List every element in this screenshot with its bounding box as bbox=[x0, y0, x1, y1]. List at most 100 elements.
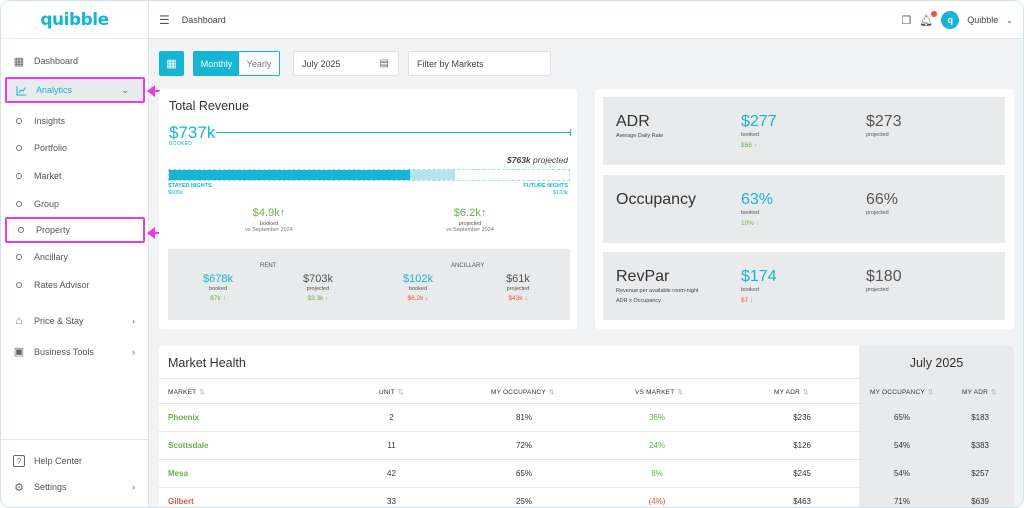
kpi-adr: ADR Average Daily Rate $277 booked $66 ↑… bbox=[603, 97, 1005, 165]
unit-cell: 11 bbox=[387, 441, 396, 450]
sidebar-nav: ▦ Dashboard Analytics ⌄ Insights Portfol… bbox=[1, 47, 149, 299]
stayed-nights-bar bbox=[169, 170, 411, 180]
sidebar-subitem-ancillary[interactable]: Ancillary bbox=[1, 243, 149, 271]
chevron-down-icon[interactable]: ⌄ bbox=[1006, 15, 1013, 25]
occupancy-cell: 25% bbox=[515, 497, 532, 506]
home-dollar-icon: ⌂ bbox=[15, 314, 23, 327]
arrow-up-icon: ↑ bbox=[480, 207, 487, 219]
calendar-icon: ▦ bbox=[166, 58, 177, 70]
sidebar-item-help-center[interactable]: ? Help Center bbox=[1, 448, 149, 474]
sort-icon: ⇅ bbox=[803, 389, 809, 396]
sidebar-nav-more: ⌂ Price & Stay › ▣ Business Tools › bbox=[1, 305, 149, 367]
side-occupancy-cell: 54% bbox=[893, 469, 910, 478]
sidebar-item-analytics[interactable]: Analytics ⌄ bbox=[5, 77, 145, 103]
calendar-icon: ▤ bbox=[379, 58, 389, 69]
col-header-vs-market[interactable]: VS MARKET ⇅ bbox=[635, 389, 684, 396]
market-name-cell[interactable]: Gilbert bbox=[168, 497, 194, 506]
date-picker[interactable]: July 2025 ▤ bbox=[293, 51, 399, 76]
user-name[interactable]: Quibble bbox=[967, 15, 999, 25]
kpi-booked: 63% booked 10% ↑ bbox=[741, 191, 774, 227]
col-header-side-adr[interactable]: MY ADR ⇅ bbox=[962, 389, 997, 396]
kpi-projected: $180 projected bbox=[866, 268, 902, 293]
sidebar-subitem-rates-advisor[interactable]: Rates Advisor bbox=[1, 271, 149, 299]
sidebar-subitem-group[interactable]: Group bbox=[1, 190, 149, 218]
gear-icon: ⚙ bbox=[14, 481, 24, 494]
circle-icon bbox=[16, 172, 22, 179]
menu-collapse-icon[interactable]: ☰ bbox=[159, 12, 170, 27]
kpi-booked: $277 booked $66 ↑ bbox=[741, 113, 777, 149]
kpi-card: ADR Average Daily Rate $277 booked $66 ↑… bbox=[595, 89, 1014, 329]
sidebar-item-price-stay[interactable]: ⌂ Price & Stay › bbox=[1, 305, 149, 336]
circle-icon bbox=[16, 145, 22, 152]
occupancy-cell: 81% bbox=[515, 413, 532, 422]
arrow-down-icon: ↓ bbox=[750, 297, 754, 304]
arrow-up-icon: ↑ bbox=[279, 207, 286, 219]
kpi-booked: $174 booked $7 ↓ bbox=[741, 268, 777, 304]
period-yearly-button[interactable]: Yearly bbox=[239, 52, 279, 75]
clipboard-icon[interactable]: ❐ bbox=[901, 14, 912, 27]
bell-icon[interactable]: 🔔︎ bbox=[919, 10, 938, 27]
sidebar-subitem-insights[interactable]: Insights bbox=[1, 107, 149, 135]
total-revenue-booked: $737k BOOKED bbox=[169, 123, 216, 147]
period-toggle: Monthly Yearly bbox=[193, 51, 280, 76]
sidebar-subitem-market[interactable]: Market bbox=[1, 162, 149, 190]
breadcrumb: Dashboard bbox=[181, 14, 226, 25]
stayed-nights-value: $605k bbox=[168, 190, 183, 196]
sidebar-subitem-property[interactable]: Property bbox=[5, 217, 145, 244]
top-bar: ☰ Dashboard ❐ 🔔︎ q Quibble ⌄ bbox=[149, 1, 1023, 39]
sort-icon: ⇅ bbox=[991, 389, 997, 396]
sidebar-item-label: Analytics bbox=[36, 85, 73, 95]
adr-cell: $236 bbox=[793, 413, 811, 422]
market-name-cell[interactable]: Phoenix bbox=[168, 413, 200, 422]
help-icon: ? bbox=[13, 455, 25, 467]
top-bar-actions: ❐ 🔔︎ q Quibble ⌄ bbox=[901, 1, 1013, 39]
market-name-cell[interactable]: Mesa bbox=[168, 469, 189, 478]
rent-ancillary-panel: RENT ANCILLARY $678k booked $7k ↑ $703k … bbox=[168, 249, 570, 320]
col-header-market[interactable]: MARKET ⇅ bbox=[168, 389, 205, 396]
arrow-down-icon: ↓ bbox=[425, 295, 429, 302]
projected-delta: $6.2k↑ projected vs September 2024 bbox=[446, 207, 494, 233]
calendar-view-button[interactable]: ▦ bbox=[159, 51, 184, 76]
future-nights-bar bbox=[410, 170, 456, 180]
sidebar-item-dashboard[interactable]: ▦ Dashboard bbox=[1, 47, 149, 75]
occupancy-cell: 72% bbox=[515, 441, 532, 450]
markets-filter-input[interactable]: Filter by Markets bbox=[408, 51, 551, 76]
ancillary-title: ANCILLARY bbox=[451, 263, 485, 269]
market-name-cell[interactable]: Scottsdale bbox=[168, 441, 209, 450]
circle-icon bbox=[18, 227, 24, 234]
period-monthly-button[interactable]: Monthly bbox=[194, 52, 239, 75]
grid-icon: ▦ bbox=[13, 55, 25, 68]
rent-projected: $703k projected $3.3k ↑ bbox=[303, 273, 333, 302]
arrow-down-icon: ↓ bbox=[524, 295, 528, 302]
col-header-unit[interactable]: UNIT ⇅ bbox=[379, 389, 404, 396]
kpi-revpar: RevPar Revenue per available room-night … bbox=[603, 252, 1005, 320]
col-header-my-adr[interactable]: MY ADR ⇅ bbox=[774, 389, 809, 396]
row-divider bbox=[159, 459, 1014, 460]
sidebar-item-settings[interactable]: ⚙ Settings › bbox=[14, 481, 135, 494]
sort-icon: ⇅ bbox=[677, 389, 684, 396]
sidebar-subitem-portfolio[interactable]: Portfolio bbox=[1, 135, 149, 163]
occupancy-cell: 65% bbox=[515, 469, 532, 478]
sidebar-item-business-tools[interactable]: ▣ Business Tools › bbox=[13, 346, 135, 358]
divider bbox=[159, 378, 859, 379]
side-occupancy-cell: 71% bbox=[893, 497, 910, 506]
rent-booked: $678k booked $7k ↑ bbox=[203, 273, 233, 302]
side-occupancy-cell: 54% bbox=[893, 441, 910, 450]
chevron-right-icon: › bbox=[132, 482, 135, 492]
market-health-period-panel: July 2025 bbox=[859, 346, 1014, 507]
col-header-side-occupancy[interactable]: MY OCCUPANCY ⇅ bbox=[870, 389, 934, 396]
side-adr-cell: $257 bbox=[971, 469, 989, 478]
revenue-line bbox=[216, 132, 571, 133]
row-divider bbox=[159, 403, 1014, 404]
col-header-my-occupancy[interactable]: MY OCCUPANCY ⇅ bbox=[491, 389, 555, 396]
avatar[interactable]: q bbox=[941, 11, 960, 29]
side-occupancy-cell: 65% bbox=[893, 413, 910, 422]
unit-cell: 2 bbox=[389, 413, 394, 422]
ancillary-projected: $61k projected $43k ↓ bbox=[506, 273, 530, 302]
stayed-nights-label: STAYED NIGHTS bbox=[168, 183, 212, 189]
logo[interactable]: quibble bbox=[1, 1, 148, 39]
chevron-right-icon: › bbox=[132, 346, 135, 357]
briefcase-icon: ▣ bbox=[13, 346, 25, 358]
total-revenue-projected: $763k projected bbox=[507, 155, 568, 165]
